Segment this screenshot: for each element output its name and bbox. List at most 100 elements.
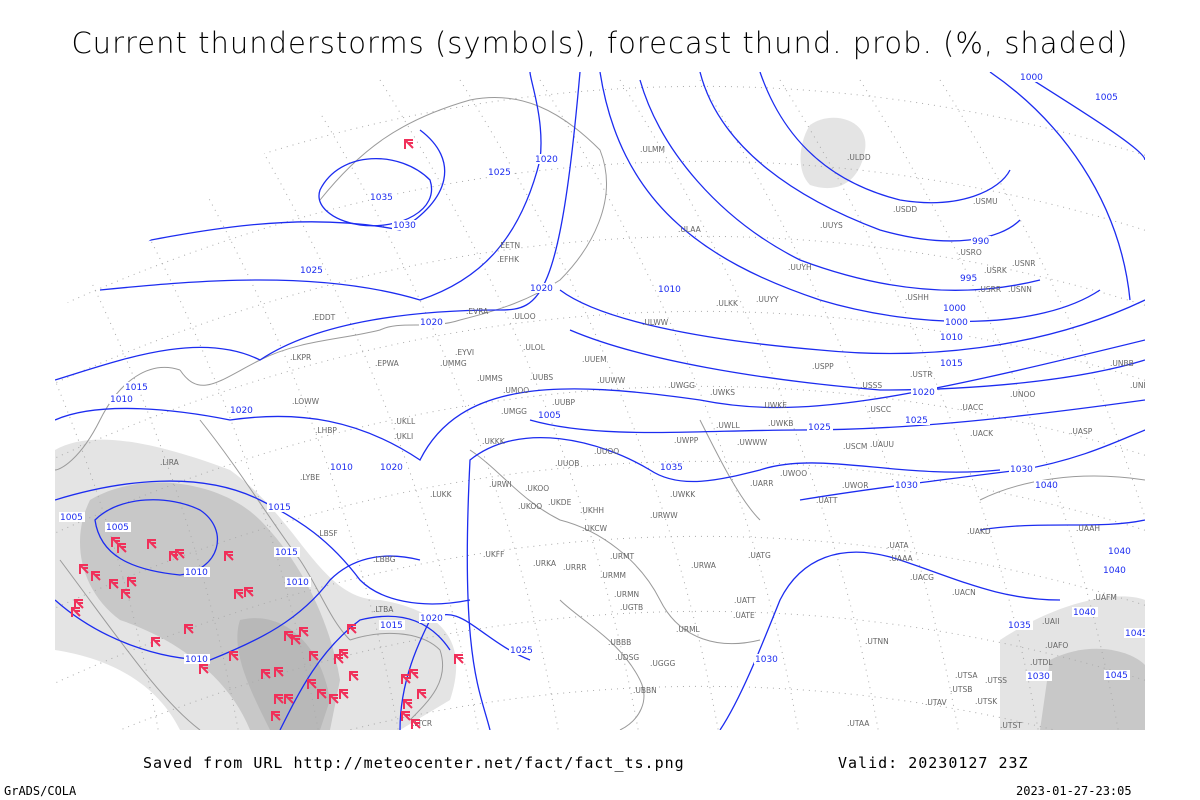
isobar-label-bg xyxy=(971,236,991,246)
isobar-line xyxy=(55,555,421,661)
station-label: .UAKD xyxy=(967,527,991,536)
station-label: .UASP xyxy=(1070,427,1093,436)
thunderstorm-symbol xyxy=(334,654,344,664)
isobar-label: 1010 xyxy=(940,333,963,343)
station-label: .UUBP xyxy=(552,398,576,407)
station-label: .USPP xyxy=(812,362,834,371)
parallel xyxy=(55,160,1145,316)
thunderstorm-symbol xyxy=(284,694,294,704)
isobar-line xyxy=(55,339,1145,461)
isobar-label-bg xyxy=(894,480,920,490)
station-label: .UNOO xyxy=(1010,390,1035,399)
station-label: .LKPR xyxy=(290,353,311,362)
parallel xyxy=(55,685,1145,730)
isobar-line xyxy=(569,329,1145,391)
station-label: .USTR xyxy=(910,370,932,379)
station-label: .UKOO xyxy=(518,502,542,511)
isobar-label-bg xyxy=(1124,628,1145,638)
isobar-label: 1015 xyxy=(275,548,298,558)
station-label: .USCC xyxy=(868,405,891,414)
isobar-label: 1025 xyxy=(905,416,928,426)
isobar-line xyxy=(55,72,581,381)
coastline xyxy=(559,599,645,730)
station-label: .UWKE xyxy=(762,401,787,410)
thunderstorm-symbol xyxy=(244,587,254,597)
isobar-label-bg xyxy=(184,567,210,577)
station-label: .UWOO xyxy=(780,469,807,478)
isobar-label: 1010 xyxy=(330,463,353,473)
isobar-label: 1040 xyxy=(1035,481,1058,491)
station-label: .URML xyxy=(676,625,701,634)
station-label: .LIRA xyxy=(160,458,180,467)
isobar-label: 1020 xyxy=(420,318,443,328)
station-label: .UAAH xyxy=(1076,524,1100,533)
isobar-label-bg xyxy=(419,317,445,327)
station-label: .URWA xyxy=(691,561,717,570)
station-label: .UACN xyxy=(952,588,976,597)
thunderstorm-symbol xyxy=(74,599,84,609)
station-label: .UACC xyxy=(960,403,983,412)
station-label: .USDD xyxy=(893,205,917,214)
isobar-label: 1030 xyxy=(393,221,416,231)
isobar-label: 1000 xyxy=(943,304,966,314)
parallel xyxy=(55,310,1145,466)
isobar-label: 1010 xyxy=(658,285,681,295)
station-label: .UKCW xyxy=(582,524,608,533)
thunderstorm-symbol xyxy=(121,589,131,599)
isobar-label-bg xyxy=(369,192,395,202)
station-label: .UTDL xyxy=(1030,658,1053,667)
isobar-label-bg xyxy=(1034,480,1060,490)
station-label: .UDSG xyxy=(615,653,639,662)
isobar-labels: 1035 1030 1025 1025 1020 1020 1020 1020 1015 1015… xyxy=(59,72,1145,682)
isobar-label-bg xyxy=(942,303,968,313)
coastlines-borders xyxy=(55,96,1145,730)
station-label: .USNN xyxy=(1008,285,1032,294)
station-label: .ULDD xyxy=(847,153,871,162)
station-label: .UGTB xyxy=(620,603,643,612)
station-label: .UUBS xyxy=(530,373,553,382)
coastline xyxy=(469,449,761,645)
station-label: .UAFO xyxy=(1045,641,1068,650)
isobar-label-bg xyxy=(1107,546,1133,556)
generated-time: 2023-01-27-23:05 xyxy=(1016,784,1132,798)
isobar-label-bg xyxy=(184,654,210,664)
isobar-label: 995 xyxy=(960,274,977,284)
station-label: .EETN xyxy=(498,241,520,250)
station-label: .EVRA xyxy=(466,307,489,316)
station-label: .UWKS xyxy=(710,388,735,397)
station-label: .UWOR xyxy=(842,481,868,490)
station-label: .UKLL xyxy=(394,417,416,426)
isobar-line xyxy=(99,72,542,301)
coastline xyxy=(55,366,181,471)
station-label: .UTSA xyxy=(955,671,978,680)
shaded-area xyxy=(800,117,866,189)
station-label: .UKFF xyxy=(483,550,504,559)
isobar-label: 1020 xyxy=(380,463,403,473)
station-label: .LBSF xyxy=(317,529,338,538)
station-label: .LTCR xyxy=(412,719,432,728)
station-label: .URMN xyxy=(614,590,639,599)
isobar-label-bg xyxy=(59,512,85,522)
station-label: .UUOB xyxy=(555,459,579,468)
isobar-label-bg xyxy=(379,620,405,630)
isobar-label-bg xyxy=(944,317,970,327)
station-label: .UAII xyxy=(1042,617,1059,626)
isobar-label-bg xyxy=(537,410,563,420)
station-label: .UWKK xyxy=(670,490,696,499)
isobar-label: 1015 xyxy=(380,621,403,631)
station-label: .UATG xyxy=(748,551,771,560)
thunderstorm-probability-shading xyxy=(55,117,1145,730)
isobar-label-bg xyxy=(105,522,131,532)
isobar-label-bg xyxy=(419,613,445,623)
station-label: .UUOO xyxy=(594,447,619,456)
station-label: .LUKK xyxy=(430,490,453,499)
isobar-label: 1025 xyxy=(808,423,831,433)
isobar-label: 1010 xyxy=(110,395,133,405)
thunderstorm-symbol xyxy=(234,589,244,599)
thunderstorm-symbol xyxy=(411,719,421,729)
thunderstorm-symbol xyxy=(291,635,301,645)
station-label: .UTST xyxy=(1000,721,1022,730)
station-label: .UATT xyxy=(734,596,756,605)
thunderstorm-symbol xyxy=(224,551,234,561)
isobar-label: 1020 xyxy=(912,388,935,398)
